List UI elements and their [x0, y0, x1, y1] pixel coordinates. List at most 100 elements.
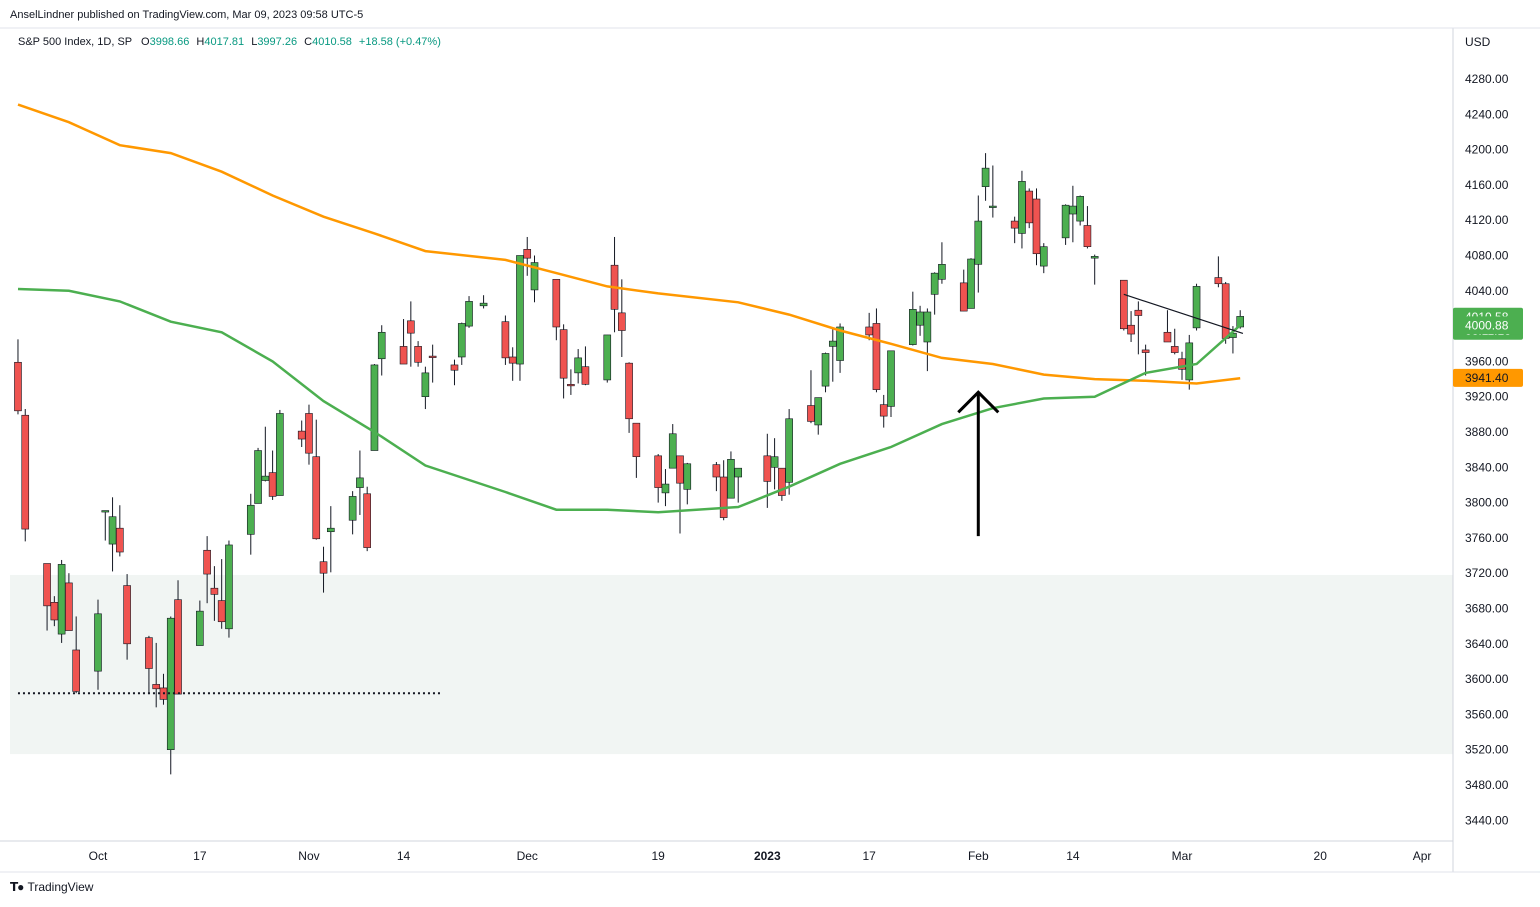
candle — [370, 364, 379, 451]
candle — [567, 369, 575, 395]
candle — [327, 506, 335, 573]
candle-body — [327, 527, 335, 533]
price-tick-label: 4240.00 — [1465, 107, 1509, 121]
candle-body — [785, 418, 793, 483]
candle — [552, 279, 561, 341]
candle-body — [1119, 279, 1128, 330]
candle-body — [210, 587, 219, 595]
candle-body — [261, 475, 270, 481]
price-tag-value: 4000.88 — [1465, 318, 1509, 332]
candle — [1090, 254, 1099, 285]
candle — [254, 447, 262, 504]
candle — [407, 301, 415, 367]
candle-body — [807, 405, 815, 422]
price-tick-label: 4280.00 — [1465, 72, 1509, 86]
candle-body — [268, 472, 277, 497]
candle-body — [727, 459, 735, 499]
candle — [923, 308, 932, 372]
candle — [807, 370, 815, 424]
candle — [916, 305, 924, 336]
candle — [508, 347, 517, 381]
candle — [94, 599, 102, 690]
candle — [246, 493, 255, 555]
symbol-name: S&P 500 Index, 1D, SP — [18, 36, 132, 48]
candle-body — [1076, 196, 1084, 222]
candle-body — [217, 600, 226, 623]
candle — [981, 153, 990, 201]
candle-body — [319, 561, 328, 574]
candle — [719, 460, 728, 521]
trendline — [1123, 293, 1244, 335]
candle-body — [276, 413, 284, 496]
candle — [778, 467, 786, 501]
price-tick-label: 3880.00 — [1465, 425, 1509, 439]
candle-body — [1236, 316, 1245, 328]
low-value: 3997.26 — [257, 36, 298, 48]
price-tick-label: 4080.00 — [1465, 249, 1509, 263]
candle — [356, 450, 364, 515]
candle — [785, 409, 793, 495]
candle — [879, 394, 888, 428]
candle — [363, 486, 371, 552]
candle-body — [1221, 283, 1230, 339]
price-axis[interactable]: 4280.00 4240.00 4200.00 4160.00 4120.00 4080.… — [1465, 72, 1509, 827]
candle-body — [407, 320, 415, 334]
time-tick-label: 14 — [1066, 849, 1080, 863]
candle — [101, 510, 110, 541]
candle-body — [196, 610, 204, 646]
candle — [312, 419, 321, 540]
candle — [421, 366, 430, 410]
price-tick-label: 3440.00 — [1465, 813, 1509, 827]
candle — [348, 491, 357, 535]
candle — [465, 296, 473, 328]
candle-body — [348, 496, 357, 521]
candle-body — [974, 220, 983, 265]
time-axis[interactable]: Oct 17 Nov 14 Dec 19 2023 17 Feb 14 Mar 20 Apr — [89, 849, 1432, 863]
candle-body — [676, 455, 684, 484]
symbol-legend: S&P 500 Index, 1D, SP O3998.66 H4017.81 … — [18, 36, 441, 48]
close-value: 4010.58 — [312, 36, 352, 48]
candle-body — [116, 527, 124, 553]
price-tag-box — [1453, 368, 1523, 387]
candle-body — [872, 323, 881, 390]
price-tag-box — [1453, 316, 1523, 335]
candle — [865, 312, 873, 341]
candle-body — [1170, 346, 1179, 353]
candle — [203, 536, 211, 604]
candle-body — [174, 599, 182, 695]
candle — [1025, 188, 1034, 229]
candle — [1119, 279, 1128, 331]
candle — [319, 546, 328, 593]
price-tick-label: 3480.00 — [1465, 778, 1509, 792]
candle — [1214, 256, 1223, 288]
candle-body — [399, 346, 408, 365]
candle — [974, 195, 983, 293]
candle-body — [1090, 256, 1099, 259]
sma-long-line — [17, 103, 1241, 385]
candle-body — [567, 384, 575, 387]
price-tick-label: 3520.00 — [1465, 743, 1509, 757]
candle-body — [959, 282, 968, 312]
tradingview-logo-icon: 𝗧● — [10, 880, 24, 894]
candle — [668, 424, 677, 469]
candle-body — [981, 167, 990, 187]
candle-body — [938, 264, 946, 280]
candle — [828, 328, 837, 382]
price-tick-label: 4160.00 — [1465, 178, 1509, 192]
candle — [1170, 328, 1179, 355]
candle-body — [879, 404, 888, 417]
candle-body — [552, 279, 561, 328]
candle-body — [72, 649, 80, 692]
candle-body — [152, 684, 161, 690]
time-tick-label: 14 — [397, 849, 411, 863]
candle-body — [254, 450, 262, 504]
candle-body — [930, 272, 939, 295]
candle-body — [909, 309, 917, 345]
candle-body — [668, 433, 677, 469]
candle-body — [530, 262, 539, 291]
candle-body — [1185, 342, 1194, 381]
candle — [887, 350, 895, 417]
time-tick-label: Feb — [968, 849, 989, 863]
candle-body — [305, 413, 313, 454]
